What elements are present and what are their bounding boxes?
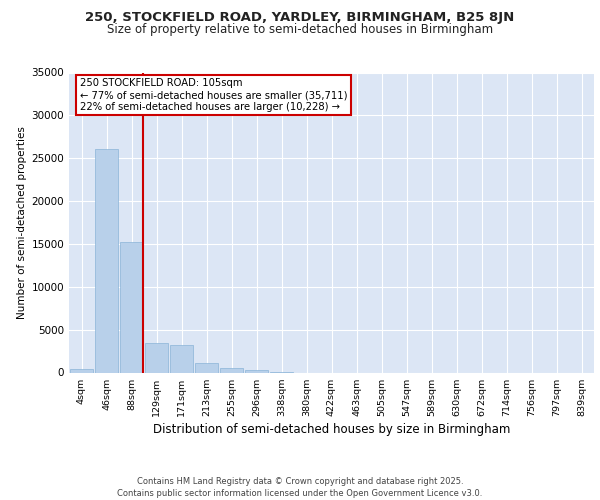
Y-axis label: Number of semi-detached properties: Number of semi-detached properties (17, 126, 27, 319)
Bar (245, 370, 268, 372)
Text: Size of property relative to semi-detached houses in Birmingham: Size of property relative to semi-detach… (107, 24, 493, 36)
Bar (70, 369, 93, 372)
Bar (195, 363, 218, 372)
X-axis label: Distribution of semi-detached houses by size in Birmingham: Distribution of semi-detached houses by … (153, 423, 510, 436)
Text: Contains HM Land Registry data © Crown copyright and database right 2025.
Contai: Contains HM Land Registry data © Crown c… (118, 477, 482, 498)
Text: 250 STOCKFIELD ROAD: 105sqm
← 77% of semi-detached houses are smaller (35,711)
2: 250 STOCKFIELD ROAD: 105sqm ← 77% of sem… (79, 78, 347, 112)
Text: 250, STOCKFIELD ROAD, YARDLEY, BIRMINGHAM, B25 8JN: 250, STOCKFIELD ROAD, YARDLEY, BIRMINGHA… (85, 11, 515, 24)
Bar (220, 368, 243, 372)
Bar (145, 344, 168, 372)
Bar (170, 344, 193, 372)
Bar (120, 242, 143, 372)
Bar (95, 149, 118, 372)
